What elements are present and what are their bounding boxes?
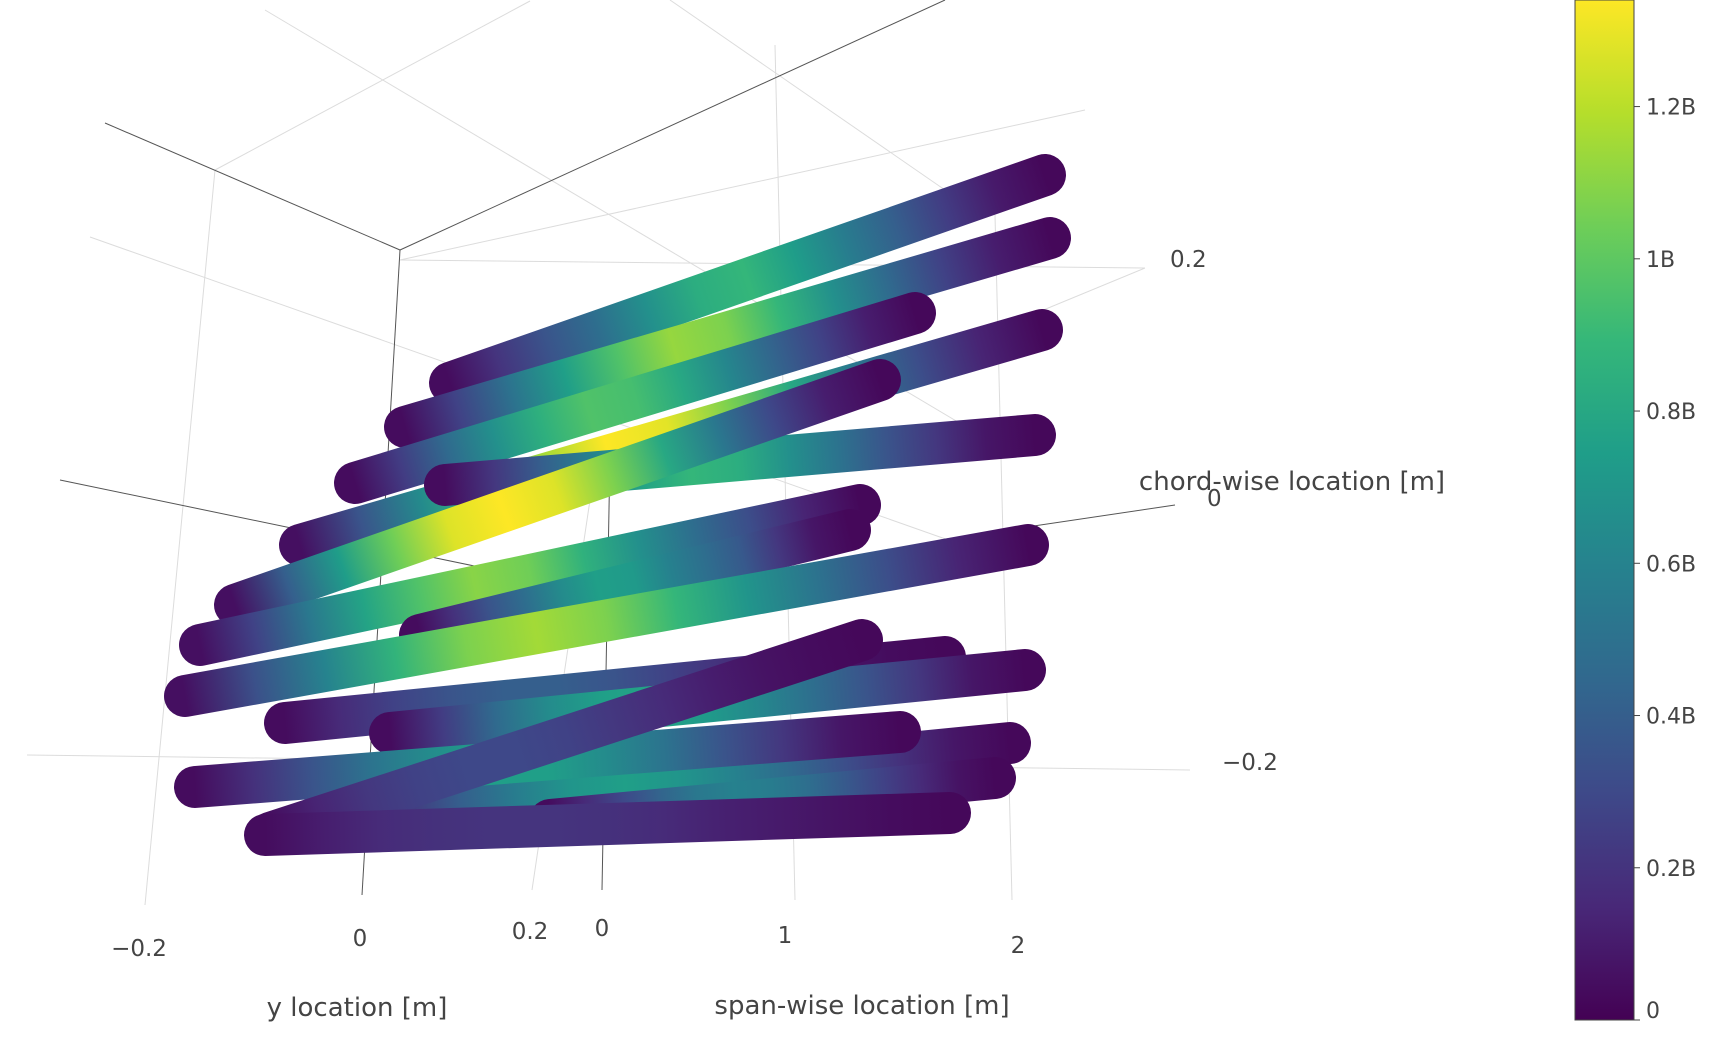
- tube-series-group[interactable]: [164, 154, 1071, 856]
- tube-series-12[interactable]: [329, 722, 1031, 829]
- colorbar-ticks: 0 0.2B 0.4B 0.6B 0.8B 1B 1.2B: [1634, 96, 1696, 1024]
- tube-series-1[interactable]: [429, 154, 1066, 404]
- y-axis-title: y location [m]: [267, 993, 448, 1023]
- colorbar[interactable]: 0 0.2B 0.4B 0.6B 0.8B 1B 1.2B: [1574, 0, 1696, 1024]
- axis-line: [399, 0, 946, 251]
- colorbar-tick-label: 0.4B: [1646, 705, 1696, 730]
- z-tick-label: −0.2: [1222, 750, 1278, 776]
- colorbar-tick-label: 0.8B: [1646, 400, 1696, 425]
- colorbar-tick-label: 1B: [1646, 248, 1675, 273]
- tube-series-8[interactable]: [399, 509, 871, 656]
- tick-labels: −0.2 0 0.2 0 1 2 0.2 0 −0.2: [111, 247, 1278, 962]
- tube-series-3[interactable]: [334, 292, 936, 504]
- grid-line: [669, 0, 946, 191]
- y-tick-label: −0.2: [111, 936, 167, 962]
- x-tick-label: 1: [778, 923, 793, 949]
- z-tick-label: 0.2: [1170, 247, 1207, 273]
- tube-series-14[interactable]: [249, 619, 883, 854]
- x-tick-label: 0: [595, 916, 610, 942]
- axis-titles: y location [m] span-wise location [m] ch…: [267, 467, 1445, 1023]
- axis-line: [104, 122, 401, 251]
- colorbar-tick-label: 0.6B: [1646, 552, 1696, 577]
- tube-series-7[interactable]: [179, 484, 881, 666]
- grid-line: [214, 0, 531, 171]
- tube-series-16[interactable]: [244, 792, 971, 856]
- tube-series-9[interactable]: [164, 524, 1049, 717]
- x-axis-title: span-wise location [m]: [714, 991, 1009, 1021]
- tube-series-6[interactable]: [214, 359, 901, 626]
- grid-line: [399, 109, 1086, 261]
- z-tick-label: 0: [1207, 486, 1222, 512]
- tube-series-2[interactable]: [384, 217, 1071, 448]
- z-axis-title: chord-wise location [m]: [1139, 467, 1445, 497]
- y-tick-label: 0.2: [512, 919, 549, 945]
- colorbar-tick-label: 0.2B: [1646, 857, 1696, 882]
- colorbar-gradient: [1574, 0, 1635, 1021]
- y-tick-label: 0: [353, 926, 368, 952]
- colorbar-tick-label: 1.2B: [1646, 96, 1696, 121]
- x-tick-label: 2: [1011, 933, 1026, 959]
- colorbar-tick-label: 0: [1646, 999, 1660, 1024]
- grid-line: [144, 169, 216, 906]
